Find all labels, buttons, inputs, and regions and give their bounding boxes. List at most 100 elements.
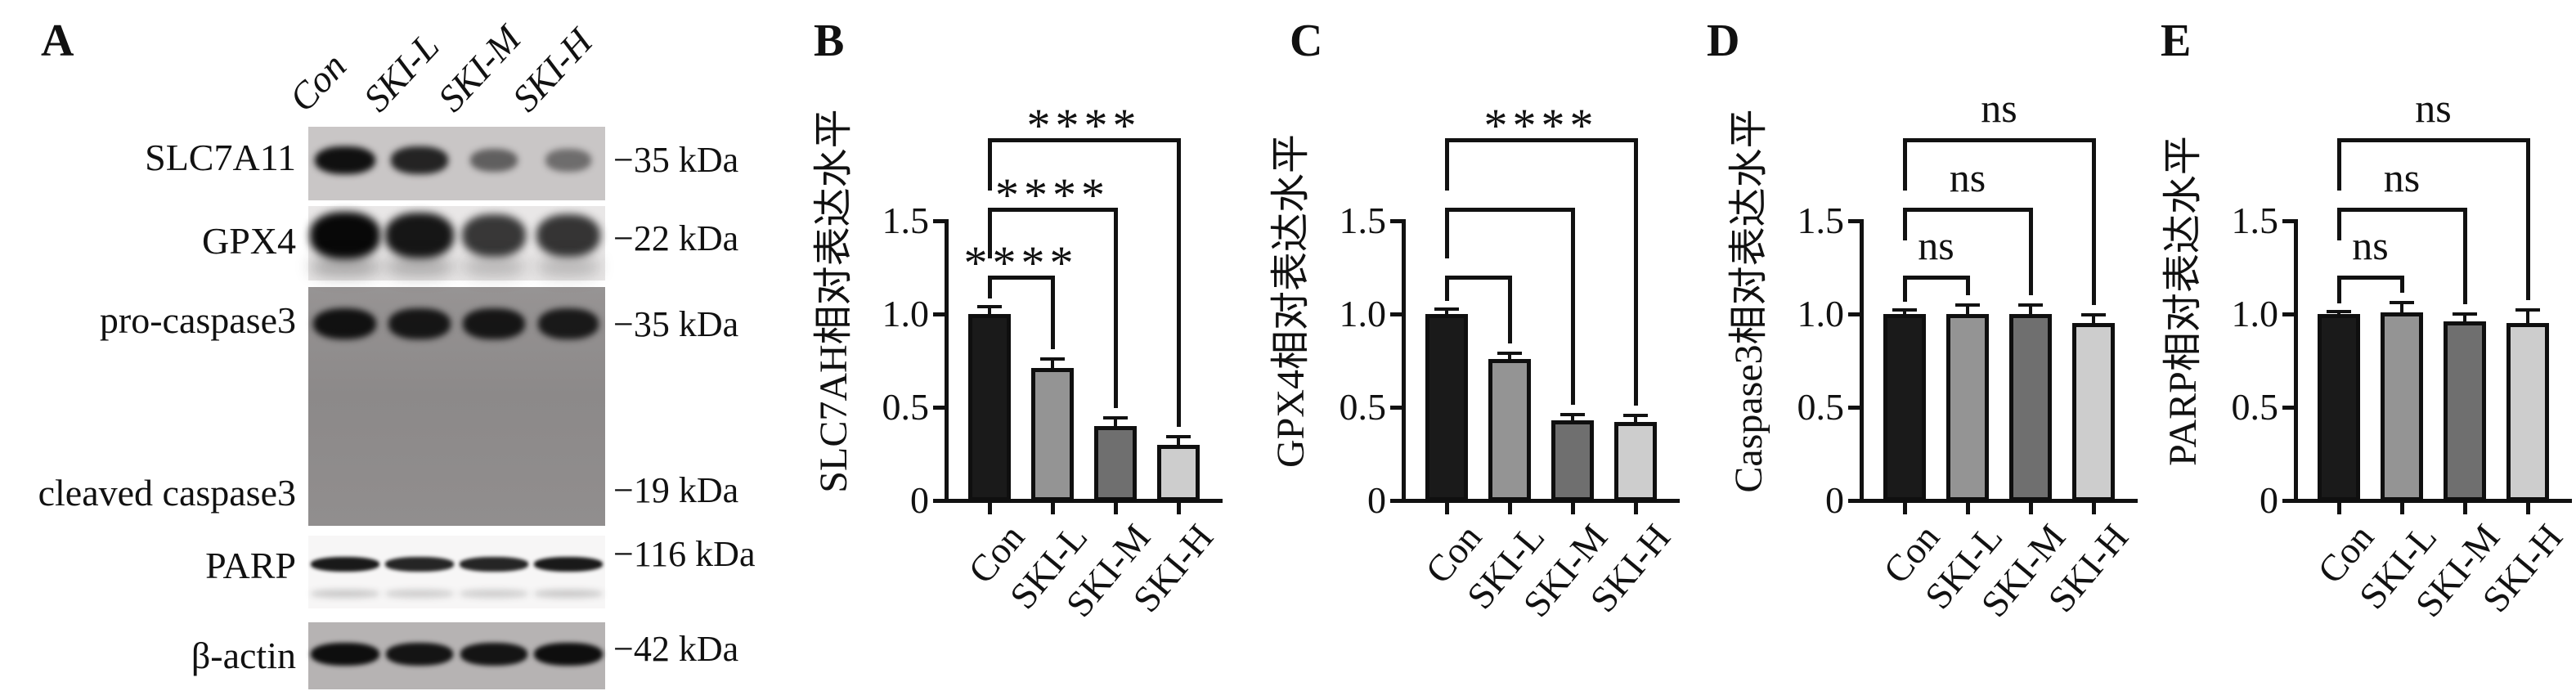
- sig-bracket-leg: [1903, 138, 1907, 191]
- sig-bracket-leg: [2337, 138, 2341, 191]
- error-bar-line: [1966, 304, 1969, 314]
- bar-ski-m: [2009, 314, 2052, 501]
- sig-bracket-leg: [2526, 138, 2530, 301]
- blot-band: [388, 308, 451, 339]
- sig-bracket-leg: [2029, 208, 2033, 295]
- error-bar-line: [1445, 309, 1448, 314]
- error-bar-line: [988, 306, 991, 314]
- panel-a-letter: A: [41, 16, 74, 66]
- sig-bracket-leg: [1445, 138, 1449, 191]
- error-bar-cap: [1040, 357, 1065, 361]
- sig-bracket-bar: [2337, 208, 2466, 212]
- blot-band: [390, 146, 449, 174]
- sig-bracket-leg: [1445, 208, 1449, 258]
- bar-ski-m: [2444, 321, 2486, 501]
- y-tick-label: 0: [2260, 479, 2278, 521]
- y-tick: [933, 219, 945, 223]
- sig-ns-label: ns: [2415, 85, 2452, 131]
- kda-label: −35 kDa: [613, 140, 739, 180]
- bar-ski-h: [2072, 323, 2115, 501]
- error-bar-cap: [1103, 415, 1128, 420]
- x-tick: [1571, 503, 1575, 514]
- y-tick-label: 1.0: [1339, 293, 1387, 334]
- blot-band-smear: [536, 256, 601, 277]
- error-bar-line: [2400, 303, 2403, 312]
- error-bar-cap: [2515, 308, 2540, 312]
- kda-label: −116 kDa: [613, 534, 756, 574]
- x-tick: [1114, 503, 1118, 514]
- blot-band: [313, 307, 377, 340]
- sig-ns-label: ns: [1949, 155, 1986, 200]
- bar-con: [968, 314, 1011, 501]
- blot-band: [469, 148, 518, 173]
- y-tick-label: 1.5: [2231, 200, 2279, 241]
- x-tick: [2463, 503, 2467, 514]
- blot-band: [533, 556, 604, 572]
- y-tick: [933, 499, 945, 503]
- error-bar-cap: [1623, 414, 1648, 418]
- y-axis-title: PARP相对表达水平: [2161, 136, 2205, 466]
- y-tick: [1390, 406, 1402, 410]
- sig-bracket-leg: [1903, 276, 1907, 303]
- error-bar-cap: [2390, 301, 2414, 305]
- error-bar-line: [2092, 315, 2095, 324]
- sig-bracket-leg: [1571, 208, 1575, 406]
- y-tick: [1390, 219, 1402, 223]
- sig-bracket-leg: [1903, 208, 1907, 240]
- y-tick-label: 0: [1367, 479, 1386, 521]
- blot-band: [545, 149, 592, 172]
- bar-ski-l: [1946, 314, 1989, 501]
- bar-ski-m: [1551, 420, 1594, 501]
- error-bar-line: [1634, 415, 1637, 423]
- blot-band-smear: [310, 590, 380, 598]
- lane-label: SKI-L: [355, 25, 447, 119]
- sig-bracket-leg: [988, 276, 992, 298]
- error-bar-cap: [2453, 312, 2477, 316]
- y-axis-title: Caspase3相对表达水平: [1727, 109, 1770, 493]
- blot-band: [463, 308, 525, 339]
- lane-label: SKI-M: [429, 17, 529, 119]
- blot-band: [537, 308, 599, 339]
- sig-stars-label: ****: [1026, 99, 1142, 152]
- sig-bracket-bar: [988, 138, 1180, 142]
- blot-band: [460, 557, 528, 572]
- error-bar-line: [2029, 304, 2032, 314]
- sig-bracket-leg: [1114, 208, 1118, 408]
- error-bar-line: [1114, 417, 1117, 426]
- blot-band-smear: [533, 590, 604, 598]
- sig-bracket-leg: [2092, 138, 2096, 306]
- error-bar-line: [1051, 358, 1054, 369]
- error-bar-cap: [1434, 307, 1459, 312]
- bar-ski-h: [1614, 422, 1657, 501]
- bar-ski-h: [2506, 323, 2549, 501]
- y-tick-label: 1.5: [1339, 200, 1387, 241]
- sig-bracket-bar: [2337, 276, 2403, 280]
- blot-band: [310, 212, 380, 259]
- kda-label: −42 kDa: [613, 629, 739, 669]
- y-tick-label: 0.5: [2231, 386, 2279, 428]
- error-bar-cap: [2018, 303, 2043, 307]
- sig-bracket-bar: [1445, 138, 1637, 142]
- sig-ns-label: ns: [2383, 155, 2421, 200]
- blot-band: [315, 146, 375, 175]
- error-bar-cap: [977, 304, 1002, 308]
- y-tick: [1848, 312, 1860, 316]
- protein-label: GPX4: [201, 220, 296, 262]
- bar-ski-m: [1094, 425, 1137, 501]
- sig-bracket-leg: [988, 138, 992, 191]
- y-tick-label: 1.5: [1797, 200, 1845, 241]
- y-tick: [1848, 499, 1860, 503]
- blot-band-smear: [385, 590, 454, 598]
- bar-con: [1425, 314, 1468, 501]
- sig-bracket-leg: [1445, 276, 1449, 302]
- error-bar-line: [1571, 415, 1574, 420]
- bar-ski-h: [1157, 444, 1200, 501]
- sig-bracket-bar: [1903, 208, 2032, 212]
- bar-con: [1883, 314, 1926, 501]
- error-bar-line: [1508, 352, 1511, 359]
- x-tick: [988, 503, 992, 514]
- protein-label: cleaved caspase3: [38, 472, 296, 514]
- blot-band-smear: [310, 256, 380, 277]
- y-tick-label: 1.0: [1797, 293, 1845, 334]
